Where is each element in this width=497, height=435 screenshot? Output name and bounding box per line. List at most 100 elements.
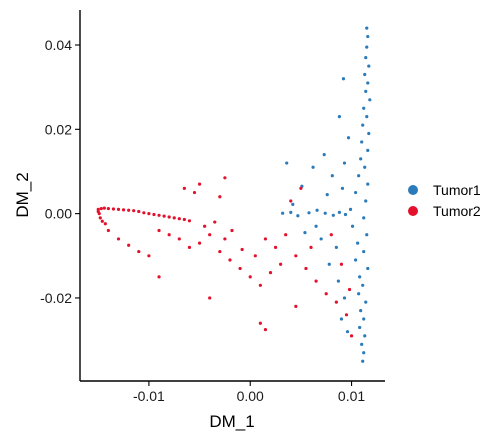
tumor2-point: [187, 245, 192, 249]
tumor2-point: [344, 313, 349, 317]
tumor1-point: [337, 210, 341, 214]
tumor2-point: [111, 207, 116, 211]
tumor2-point: [349, 334, 354, 338]
tumor1-point: [364, 199, 368, 203]
tumor1-point: [363, 72, 367, 77]
tumor1-point: [357, 174, 361, 178]
tumor2-point: [253, 254, 257, 258]
tumor1-point: [334, 245, 338, 249]
tumor2-point: [142, 211, 146, 215]
tumor1-point: [325, 193, 329, 197]
tumor1-point: [366, 266, 370, 271]
tumor2-point: [329, 233, 333, 237]
tumor2-point: [157, 275, 161, 279]
tumor2-point: [197, 241, 202, 245]
y-tick-label: 0.02: [45, 121, 72, 137]
tumor1-point: [365, 115, 369, 119]
x-tick-label: -0.01: [133, 388, 165, 404]
tumor2-point: [218, 195, 222, 199]
tumor1-point: [314, 224, 318, 228]
tumor2-point: [268, 271, 273, 275]
tumor2-point: [309, 245, 313, 249]
tumor1-point: [315, 208, 319, 212]
tumor1-point: [361, 359, 365, 363]
tumor2-point: [127, 208, 131, 212]
tumor2-point: [192, 190, 197, 195]
tumor2-point: [240, 247, 244, 252]
tumor1-point: [366, 81, 370, 85]
tumor1-point: [365, 26, 369, 30]
tumor2-point: [203, 224, 207, 228]
tumor1-point: [364, 56, 368, 60]
tumor2-point: [208, 233, 212, 237]
tumor2-point: [238, 266, 242, 271]
points-layer: [96, 26, 372, 363]
tumor2-point: [314, 279, 318, 283]
tumor2-point: [258, 321, 262, 325]
tumor1-point: [285, 161, 289, 165]
x-tick-label: 0.00: [237, 388, 264, 404]
tumor1-point: [360, 140, 364, 144]
tumor1-point: [360, 342, 364, 346]
x-tick-label: 0.01: [338, 388, 365, 404]
tumor2-point: [98, 216, 102, 220]
tumor1-point: [363, 334, 367, 338]
tumor1-point: [319, 237, 323, 241]
tumor1-point: [281, 211, 285, 215]
tumor2-point: [248, 275, 252, 279]
tumor1-point: [330, 174, 334, 178]
legend-label-tumor1: Tumor1: [433, 182, 481, 198]
y-tick-label: 0.04: [45, 37, 72, 53]
tumor2-point: [339, 262, 344, 266]
tumor1-point: [350, 224, 355, 228]
tumor2-point: [177, 237, 181, 241]
legend: Tumor1 Tumor2: [408, 182, 481, 219]
x-axis-title: DM_1: [209, 412, 254, 431]
tumor1-point: [357, 292, 361, 296]
tumor2-point: [334, 300, 338, 304]
tumor1-point: [337, 115, 341, 119]
tumor1-point: [361, 123, 365, 127]
tumor2-point: [347, 287, 352, 292]
y-tick-label: -0.02: [40, 290, 72, 306]
tumor2-point: [218, 249, 222, 254]
tumor1-point: [356, 241, 360, 245]
tumor1-point: [291, 202, 295, 206]
tumor1-point: [296, 214, 300, 218]
tumor2-point: [167, 215, 171, 219]
tumor2-point: [284, 233, 288, 237]
tumor1-point: [367, 64, 371, 68]
legend-label-tumor2: Tumor2: [433, 203, 481, 219]
tumor2-point: [137, 209, 141, 214]
tumor2-point: [197, 182, 202, 186]
tumor1-point: [307, 211, 311, 215]
tumor2-point: [102, 206, 106, 210]
tumor2-point: [299, 186, 303, 190]
tumor2-point: [99, 206, 103, 211]
tumor2-point: [137, 249, 141, 254]
tumor1-point: [346, 136, 351, 140]
tumor1-point: [354, 190, 358, 195]
tumor2-point: [147, 254, 151, 258]
tumor2-point: [177, 217, 181, 221]
x-ticks: -0.01 0.00 0.01: [133, 381, 365, 404]
tumor1-point: [359, 308, 363, 313]
tumor1-point: [343, 212, 348, 217]
tumor2-point: [103, 222, 107, 226]
tumor2-point: [223, 176, 227, 180]
legend-swatch-tumor1: [408, 185, 418, 195]
tumor1-point: [342, 161, 347, 165]
tumor1-point: [311, 165, 315, 169]
tumor1-point: [289, 210, 293, 214]
tumor1-point: [340, 186, 345, 190]
y-tick-label: 0.00: [45, 206, 72, 222]
tumor2-point: [223, 237, 227, 241]
tumor2-point: [162, 214, 166, 218]
tumor2-point: [106, 228, 110, 233]
tumor2-point: [152, 212, 156, 217]
tumor1-point: [342, 296, 347, 300]
legend-swatch-tumor2: [408, 206, 418, 216]
tumor1-point: [331, 213, 335, 217]
tumor2-point: [273, 245, 278, 249]
